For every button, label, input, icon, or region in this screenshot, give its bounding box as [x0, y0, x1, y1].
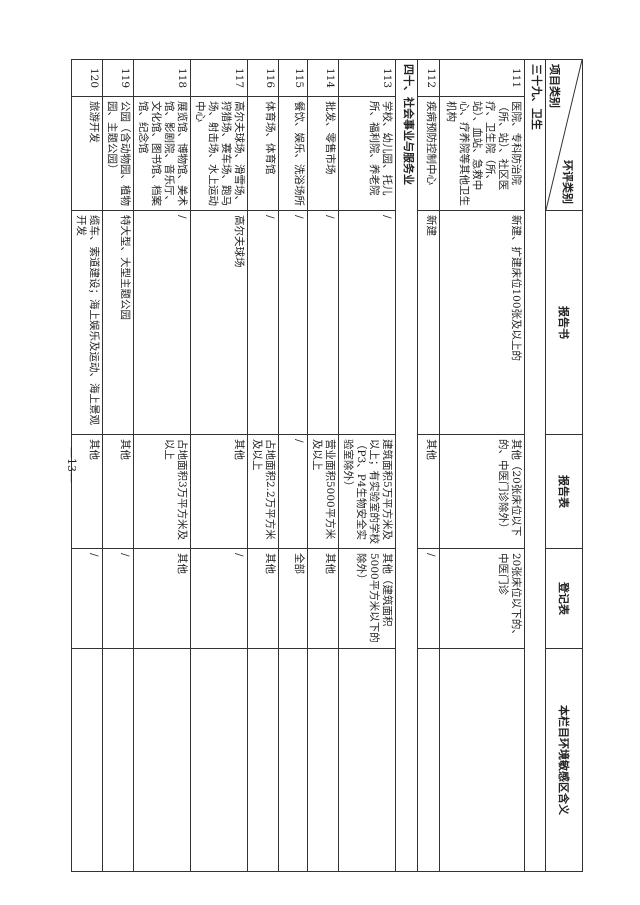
- report-book-cell: 新建、扩建床位100张及以上的: [439, 210, 525, 435]
- row-number: 119: [102, 59, 134, 97]
- report-book-cell: 新建: [417, 210, 440, 435]
- report-book-cell: /: [307, 210, 339, 435]
- rotated-table-container: 环评类别 项目类别 报告书 报告表 登记表 本栏目环境敏感区含义 三十九、卫生 1…: [63, 59, 583, 872]
- project-item: 批发、零售市场: [307, 96, 339, 211]
- report-book-cell: 高尔夫球场: [190, 210, 248, 435]
- table-row: 113 学校、幼儿园、托儿所、福利院、养老院 / 建筑面积5万平方米及以上；有实验室的…: [338, 59, 396, 872]
- registration-form-cell: 其他（建筑面积5000平方米以下的除外）: [338, 548, 396, 649]
- project-item: 学校、幼儿园、托儿所、福利院、养老院: [338, 96, 396, 211]
- report-form-cell: 其他: [102, 434, 134, 549]
- sensitive-area-cell: [133, 648, 191, 872]
- row-number: 113: [338, 59, 396, 97]
- project-category-label: 项目类别: [548, 64, 561, 108]
- assessment-category-label: 环评类别: [561, 160, 574, 204]
- row-number: 115: [278, 59, 308, 97]
- table-row: 115 餐饮、娱乐、洗浴场所 / / 全部: [278, 59, 308, 872]
- project-item: 展览馆、博物馆、美术馆、影剧院、音乐厅、文化馆、图书馆、档案馆、纪念馆: [133, 96, 191, 211]
- row-number: 111: [439, 59, 525, 97]
- registration-form-cell: 全部: [278, 548, 308, 649]
- table-row: 111 医院、专科防治院（所、站）、社区医疗、卫生院（所、站）、血站、急救中心、疗…: [439, 59, 525, 872]
- report-form-cell: /: [278, 434, 308, 549]
- project-item: 公园（含动物园、植物园、主题公园）: [102, 96, 134, 211]
- report-book-cell: /: [247, 210, 279, 435]
- registration-form-cell: /: [417, 548, 440, 649]
- report-book-cell: /: [133, 210, 191, 435]
- report-form-cell: 其他: [417, 434, 440, 549]
- registration-form-cell: /: [102, 548, 134, 649]
- report-book-cell: /: [278, 210, 308, 435]
- sensitive-area-cell: [190, 648, 248, 872]
- project-item: 餐饮、娱乐、洗浴场所: [278, 96, 308, 211]
- report-form-cell: 其他（20张床位以下的、中医门诊除外）: [439, 434, 525, 549]
- sensitive-area-cell: [102, 648, 134, 872]
- table-row: 118 展览馆、博物馆、美术馆、影剧院、音乐厅、文化馆、图书馆、档案馆、纪念馆 / 占…: [133, 59, 191, 872]
- header-row: 环评类别 项目类别 报告书 报告表 登记表 本栏目环境敏感区含义: [545, 59, 583, 872]
- table-row: 116 体育场、体育馆 / 占地面积2.2万平方米及以上 其他: [247, 59, 279, 872]
- sensitive-area-cell: [247, 648, 279, 872]
- report-form-cell: 营业面积5000平方米及以上: [307, 434, 339, 549]
- project-item: 高尔夫球场、滑雪场、狩猎场、赛车场、跑马场、射击场、水上运动中心: [190, 96, 248, 211]
- report-form-cell: 占地面积3万平方米及以上: [133, 434, 191, 549]
- report-form-cell: 占地面积2.2万平方米及以上: [247, 434, 279, 549]
- section-title: 三十九、卫生: [524, 59, 546, 872]
- row-number: 114: [307, 59, 339, 97]
- section-row: 三十九、卫生: [524, 59, 546, 872]
- report-book-cell: /: [338, 210, 396, 435]
- sensitive-area-cell: [417, 648, 440, 872]
- category-header: 环评类别 项目类别: [545, 59, 583, 211]
- table-row: 114 批发、零售市场 / 营业面积5000平方米及以上 其他: [307, 59, 339, 872]
- section-row: 四十、社会事业与服务业: [395, 59, 418, 872]
- table-row: 117 高尔夫球场、滑雪场、狩猎场、赛车场、跑马场、射击场、水上运动中心 高尔夫球场…: [190, 59, 248, 872]
- row-number: 118: [133, 59, 191, 97]
- report-book-cell: 特大型、大型主题公园: [102, 210, 134, 435]
- registration-form-header: 登记表: [545, 548, 583, 649]
- sensitive-area-cell: [439, 648, 525, 872]
- registration-form-cell: 其他: [307, 548, 339, 649]
- registration-form-cell: /: [190, 548, 248, 649]
- page-number: —13—: [65, 447, 78, 483]
- table-row: 112 疾病预防控制中心 新建 其他 /: [417, 59, 440, 872]
- report-form-cell: 其他: [190, 434, 248, 549]
- sensitive-area-header: 本栏目环境敏感区含义: [545, 648, 583, 872]
- sensitive-area-cell: [278, 648, 308, 872]
- report-book-header: 报告书: [545, 210, 583, 435]
- registration-form-cell: 其他: [247, 548, 279, 649]
- row-number: 112: [417, 59, 440, 97]
- registration-form-cell: 20张床位以下的、中医门诊: [439, 548, 525, 649]
- project-item: 体育场、体育馆: [247, 96, 279, 211]
- report-form-header: 报告表: [545, 434, 583, 549]
- sensitive-area-cell: [338, 648, 396, 872]
- table-row: 119 公园（含动物园、植物园、主题公园） 特大型、大型主题公园 其他 /: [102, 59, 134, 872]
- row-number: 117: [190, 59, 248, 97]
- section-title: 四十、社会事业与服务业: [395, 59, 418, 872]
- registration-form-cell: 其他: [133, 548, 191, 649]
- row-number: 116: [247, 59, 279, 97]
- environmental-assessment-table: 环评类别 项目类别 报告书 报告表 登记表 本栏目环境敏感区含义 三十九、卫生 1…: [71, 59, 583, 872]
- sensitive-area-cell: [307, 648, 339, 872]
- project-item: 医院、专科防治院（所、站）、社区医疗、卫生院（所、站）、血站、急救中心、疗养院等…: [439, 96, 525, 211]
- report-form-cell: 建筑面积5万平方米及以上；有实验室的学校（P3、P4生物安全实验室除外）: [338, 434, 396, 549]
- project-item: 疾病预防控制中心: [417, 96, 440, 211]
